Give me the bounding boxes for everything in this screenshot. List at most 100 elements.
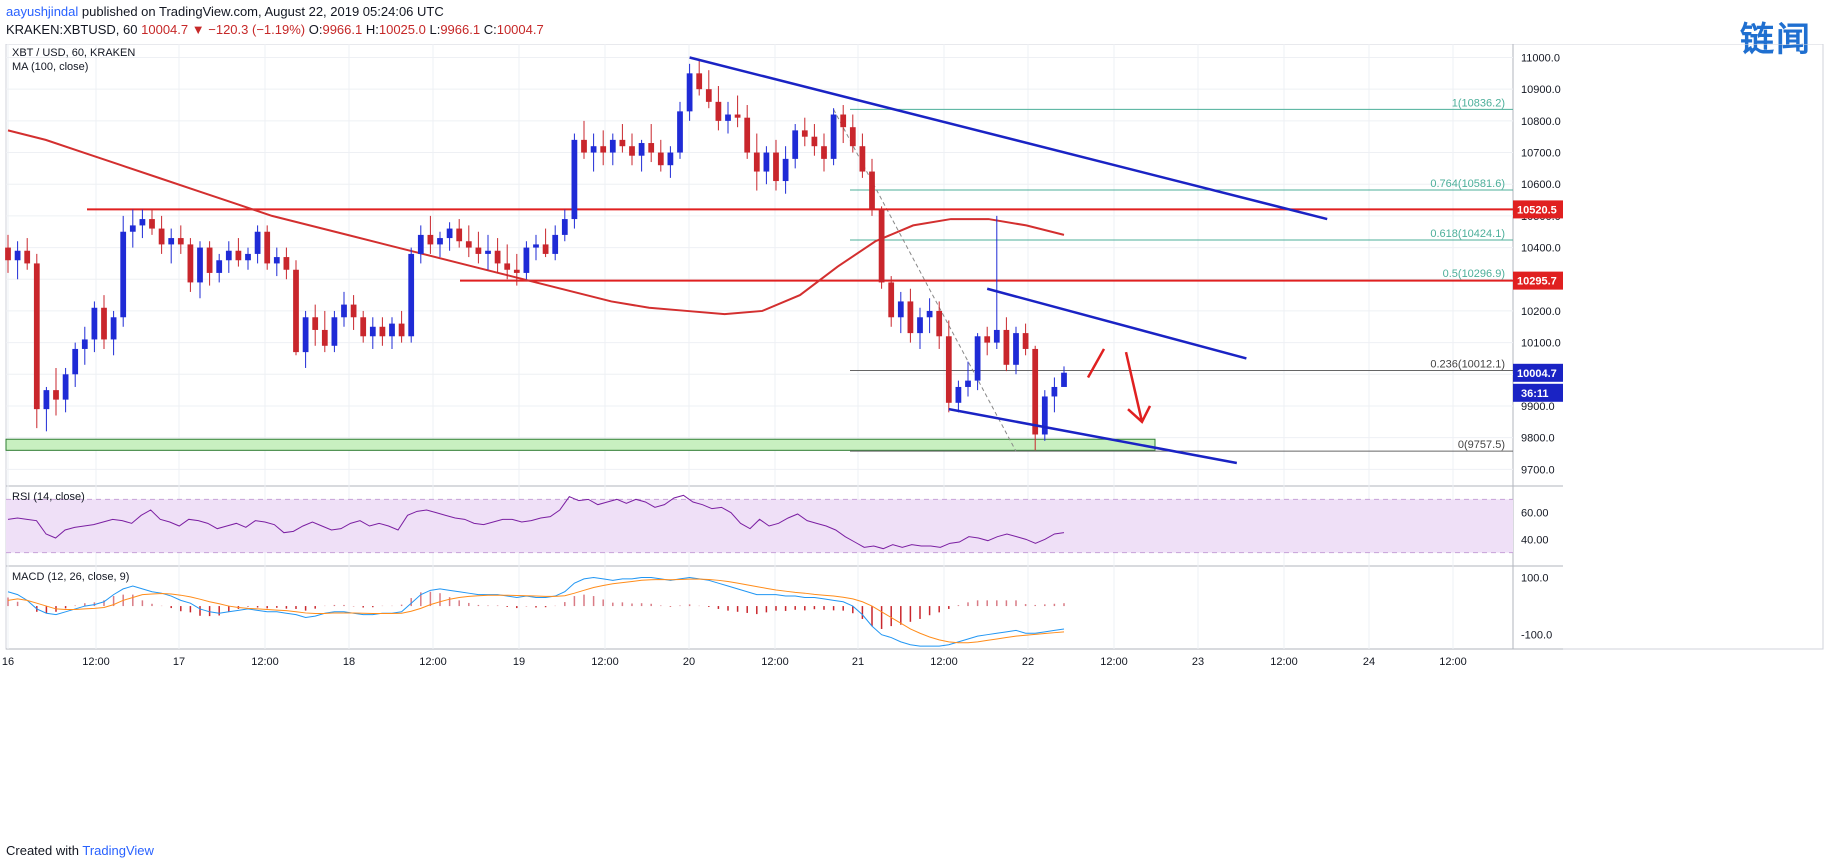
candle-body — [389, 323, 395, 337]
level-price-tag-bg — [1513, 200, 1563, 219]
candle-body — [705, 89, 712, 102]
candle-body — [331, 317, 338, 346]
fib-level-label: 0.236(10012.1) — [1430, 358, 1505, 370]
candle-body — [744, 117, 751, 153]
candle-body — [619, 139, 626, 147]
candle-body — [398, 323, 405, 337]
change-arrow: ▼ — [191, 22, 205, 37]
candle-body — [763, 152, 770, 172]
candle-body — [437, 238, 443, 245]
tradingview-logo-link[interactable]: TradingView — [82, 843, 154, 858]
quote-line: KRAKEN:XBTUSD, 60 10004.7 ▼ −120.3 (−1.1… — [6, 22, 544, 37]
price-tick-label: 10400.0 — [1521, 243, 1561, 255]
price-tick-label: 10200.0 — [1521, 306, 1561, 318]
candle-body — [350, 304, 357, 318]
candle-body — [283, 257, 290, 270]
candle-body — [1003, 329, 1010, 365]
fib-level-label: 0.764(10581.6) — [1430, 178, 1505, 190]
close-label: C: — [483, 22, 497, 37]
candle-body — [657, 152, 664, 166]
countdown-bg — [1513, 383, 1563, 402]
fib-level-label: 0.5(10296.9) — [1443, 268, 1505, 280]
candle-body — [984, 336, 991, 343]
candle-body — [417, 234, 424, 254]
macd-pane-title: MACD (12, 26, close, 9) — [12, 571, 129, 583]
candle-body — [907, 301, 914, 334]
open-label: O: — [308, 22, 323, 37]
candle-body — [456, 228, 463, 242]
x-tick-label: 12:00 — [761, 656, 789, 668]
candle-body — [993, 329, 1000, 343]
candle-body — [81, 339, 88, 349]
price-tick-label: 10800.0 — [1521, 116, 1561, 128]
candle-body — [792, 130, 799, 159]
candle-body — [110, 317, 117, 340]
candle-body — [485, 250, 491, 254]
candle-body — [849, 127, 856, 147]
candle-body — [523, 247, 530, 273]
x-tick-label: 17 — [173, 656, 185, 668]
decline-arrow — [1124, 351, 1144, 423]
level-price-tag: 10520.5 — [1517, 204, 1557, 216]
candle-body — [101, 307, 107, 340]
candle-body — [273, 257, 280, 264]
candle-body — [696, 73, 703, 90]
candle-body — [206, 247, 213, 273]
x-tick-label: 20 — [683, 656, 695, 668]
candle-body — [801, 130, 808, 137]
x-tick-label: 12:00 — [419, 656, 447, 668]
candle-body — [811, 136, 818, 147]
watermark-logo: 链闻 — [1740, 21, 1812, 59]
open-value: 9966.1 — [322, 22, 363, 37]
macd-line — [7, 576, 1065, 647]
rsi-line — [7, 494, 1065, 550]
high-value: 10025.0 — [378, 22, 426, 37]
candle-body — [379, 326, 386, 337]
macd-tick-label: 100.0 — [1521, 572, 1549, 584]
candle-body — [33, 263, 40, 410]
x-tick-label: 19 — [513, 656, 525, 668]
candle-body — [427, 234, 434, 245]
author-link[interactable]: aayushjindal — [6, 4, 79, 19]
candle-body — [91, 307, 98, 340]
candle-body — [955, 386, 962, 403]
x-tick-label: 12:00 — [1270, 656, 1298, 668]
low-value: 9966.1 — [440, 22, 481, 37]
low-label: L: — [429, 22, 441, 37]
rsi-tick-label: 60.00 — [1521, 508, 1549, 520]
candle-body — [360, 317, 367, 337]
candle-body — [245, 253, 251, 261]
trendline — [689, 56, 1328, 221]
signal-line — [7, 578, 1065, 644]
price-tick-label: 10100.0 — [1521, 338, 1561, 350]
candle-body — [926, 310, 933, 318]
rsi-pane-title: RSI (14, close) — [12, 491, 85, 503]
candle-body — [888, 282, 895, 318]
decline-arrowhead — [1127, 405, 1152, 424]
x-tick-label: 18 — [343, 656, 355, 668]
symbol-label: KRAKEN:XBTUSD, 60 — [6, 22, 138, 37]
candle-body — [24, 250, 31, 264]
x-tick-label: 12:00 — [1100, 656, 1128, 668]
candle-body — [821, 146, 827, 159]
price-tick-label: 9800.0 — [1521, 433, 1555, 445]
publish-info: published on TradingView.com, August 22,… — [81, 4, 444, 19]
candle-body — [974, 336, 981, 381]
candle-body — [465, 241, 472, 248]
candle-body — [638, 143, 645, 156]
candle-body — [5, 247, 11, 261]
chart-canvas[interactable]: 16 12:00 17 12:00 18 12:00 19 12:00 20 12:00 21 12:… — [0, 44, 1828, 839]
candle-body — [1032, 348, 1039, 435]
macd-tick-label: -100.0 — [1521, 630, 1552, 642]
candle-body — [149, 219, 155, 229]
candle-body — [686, 73, 693, 112]
candle-body — [43, 390, 50, 410]
candle-body — [936, 310, 943, 337]
support-zone — [5, 438, 1156, 451]
candle-body — [62, 374, 69, 400]
candle-body — [917, 317, 923, 334]
candle-body — [158, 228, 165, 245]
candle-body — [609, 139, 616, 153]
candle-body — [341, 304, 347, 318]
candle-body — [53, 390, 59, 400]
